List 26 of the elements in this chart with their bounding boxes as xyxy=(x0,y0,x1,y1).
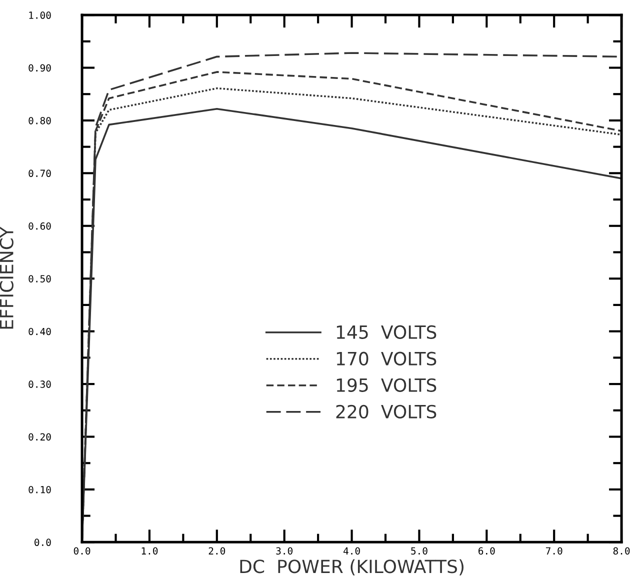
x-tick-label: 1.0 xyxy=(142,547,158,555)
y-tick-label: 0.60 xyxy=(28,222,51,230)
legend-label: 220 VOLTS xyxy=(336,404,436,418)
y-tick-label: 0.50 xyxy=(28,275,51,282)
y-tick-label: 0.90 xyxy=(28,64,51,72)
x-tick-label: 2.0 xyxy=(208,547,226,555)
x-axis-title: DC POWER (KILOWATTS) xyxy=(240,559,464,576)
x-tick-label: 6.0 xyxy=(478,547,495,555)
x-tick-label: 5.0 xyxy=(411,547,428,555)
y-tick-label: 0.0 xyxy=(34,538,51,546)
legend-label: 195 VOLTS xyxy=(336,378,436,392)
y-tick-label: 0.10 xyxy=(28,486,51,494)
y-tick-label: 1.00 xyxy=(29,12,51,19)
y-tick-label: 0.20 xyxy=(28,433,51,441)
y-tick-label: 0.70 xyxy=(28,170,51,178)
x-tick-label: 3.0 xyxy=(276,547,292,555)
y-axis-title: EFFICIENCY xyxy=(0,226,14,329)
y-tick-label: 0.80 xyxy=(28,116,51,124)
legend-label: 145 VOLTS xyxy=(336,325,436,339)
x-tick-label: 0.0 xyxy=(74,547,90,555)
x-tick-label: 7.0 xyxy=(546,547,562,555)
y-tick-label: 0.30 xyxy=(28,380,51,388)
x-tick-label: 8.0 xyxy=(613,547,630,555)
y-tick-label: 0.40 xyxy=(28,328,51,336)
x-tick-label: 4.0 xyxy=(343,547,360,555)
legend-label: 170 VOLTS xyxy=(336,352,436,366)
